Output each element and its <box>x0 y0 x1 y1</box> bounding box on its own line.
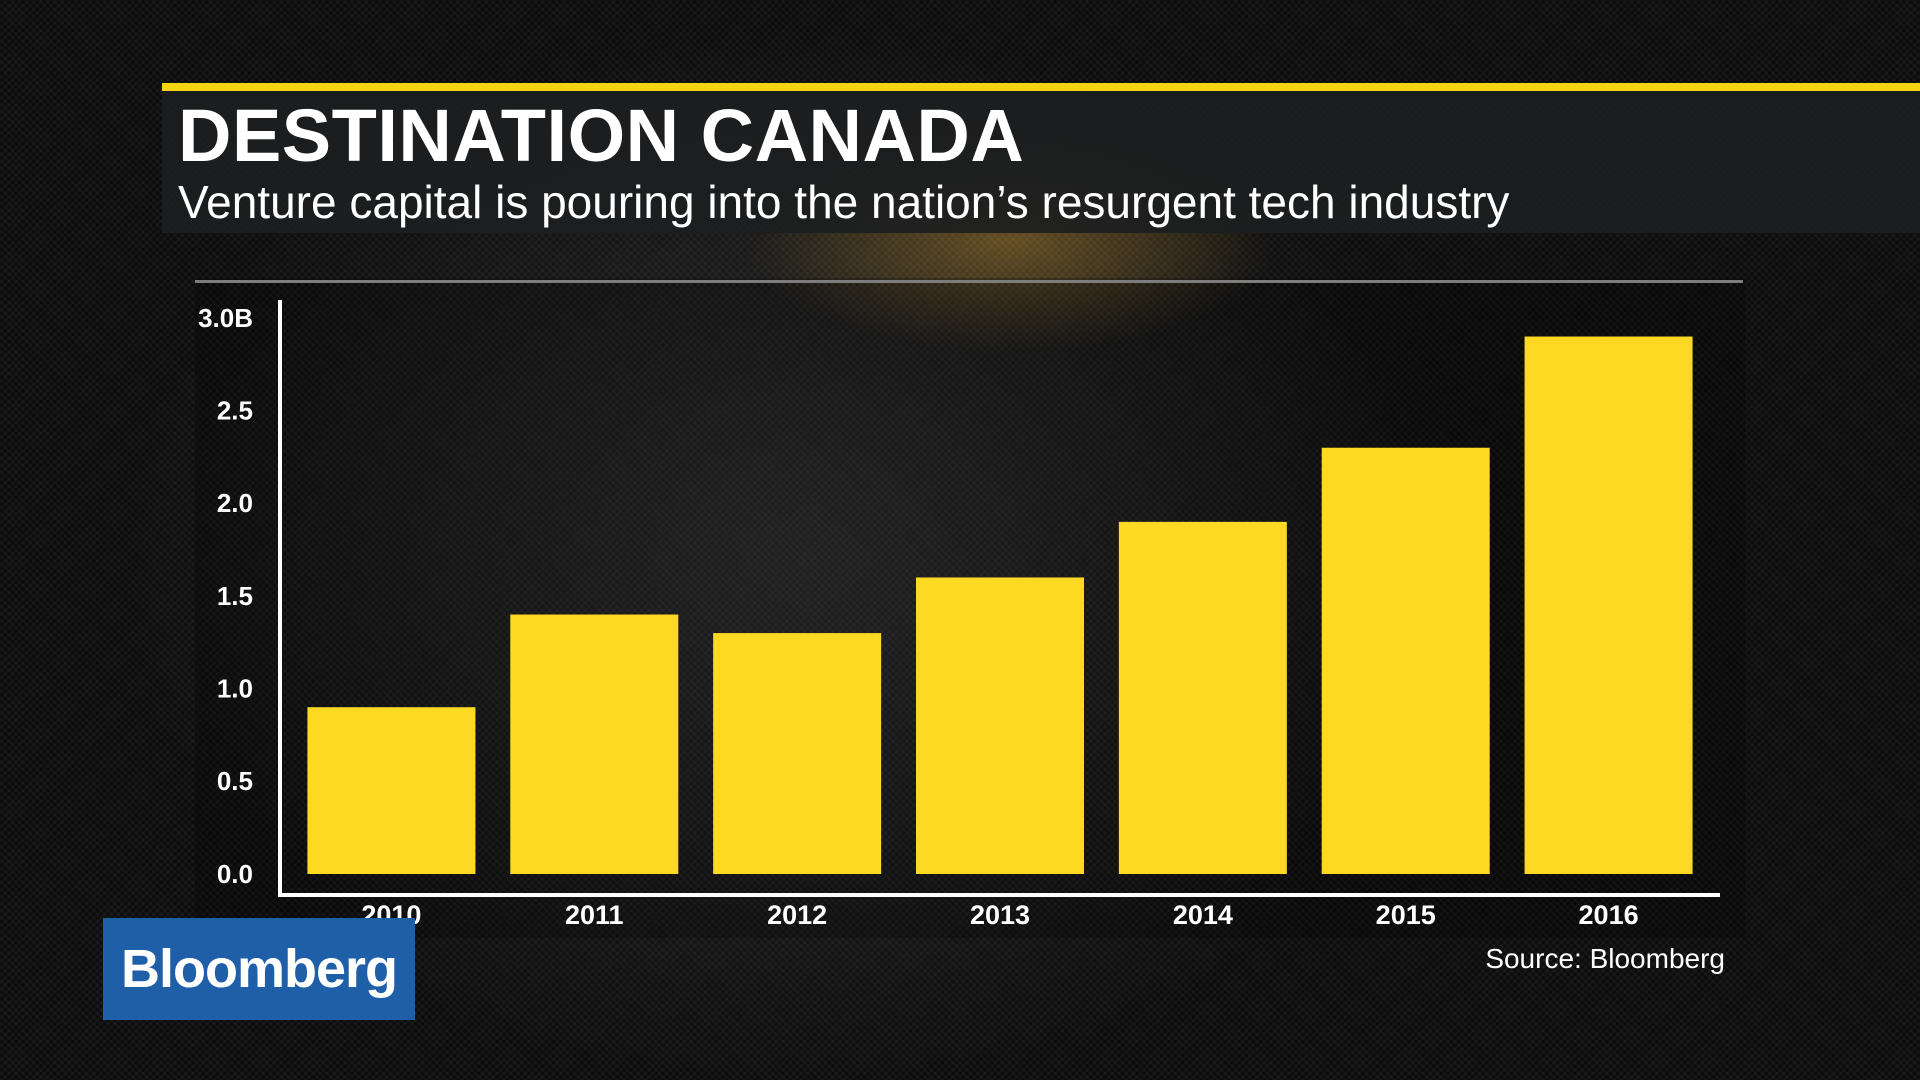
bar <box>307 707 476 874</box>
x-tick-label: 2016 <box>1579 900 1639 930</box>
x-tick-label: 2014 <box>1173 900 1233 930</box>
y-tick-label: 3.0B <box>198 303 253 333</box>
bar <box>916 577 1084 874</box>
y-tick-label: 1.5 <box>217 581 253 611</box>
bar <box>1321 447 1490 874</box>
x-tick-label: 2013 <box>970 900 1030 930</box>
chart-subtitle: Venture capital is pouring into the nati… <box>178 176 1510 228</box>
title-banner: DESTINATION CANADA Venture capital is po… <box>162 83 1920 233</box>
x-tick-label: 2015 <box>1376 900 1436 930</box>
bar <box>1118 521 1287 874</box>
chart-top-rule <box>195 280 1743 283</box>
chart-title: DESTINATION CANADA <box>178 94 1025 177</box>
y-tick-label: 2.5 <box>217 396 253 426</box>
y-tick-label: 1.0 <box>217 674 253 704</box>
bloomberg-logo: Bloomberg <box>103 918 415 1020</box>
bar <box>510 614 679 874</box>
x-tick-label: 2012 <box>767 900 827 930</box>
x-tick-label: 2011 <box>565 900 624 930</box>
y-tick-label: 0.5 <box>217 766 253 796</box>
bar <box>1524 336 1693 874</box>
bar <box>713 633 882 874</box>
logo-text: Bloomberg <box>120 939 398 999</box>
y-tick-label: 2.0 <box>217 488 253 518</box>
source-note: Source: Bloomberg <box>1485 943 1725 974</box>
y-tick-label: 0.0 <box>217 859 253 889</box>
